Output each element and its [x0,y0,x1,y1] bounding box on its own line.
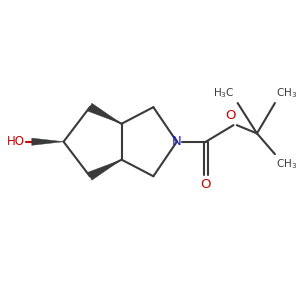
Text: O: O [201,178,211,190]
Polygon shape [88,160,122,180]
Polygon shape [32,138,64,145]
Text: HO: HO [7,135,25,148]
Text: CH$_3$: CH$_3$ [276,86,298,100]
Text: O: O [225,109,236,122]
Polygon shape [88,103,122,124]
Text: CH$_3$: CH$_3$ [276,158,298,171]
Text: N: N [172,135,182,148]
Text: H$_3$C: H$_3$C [213,86,235,100]
